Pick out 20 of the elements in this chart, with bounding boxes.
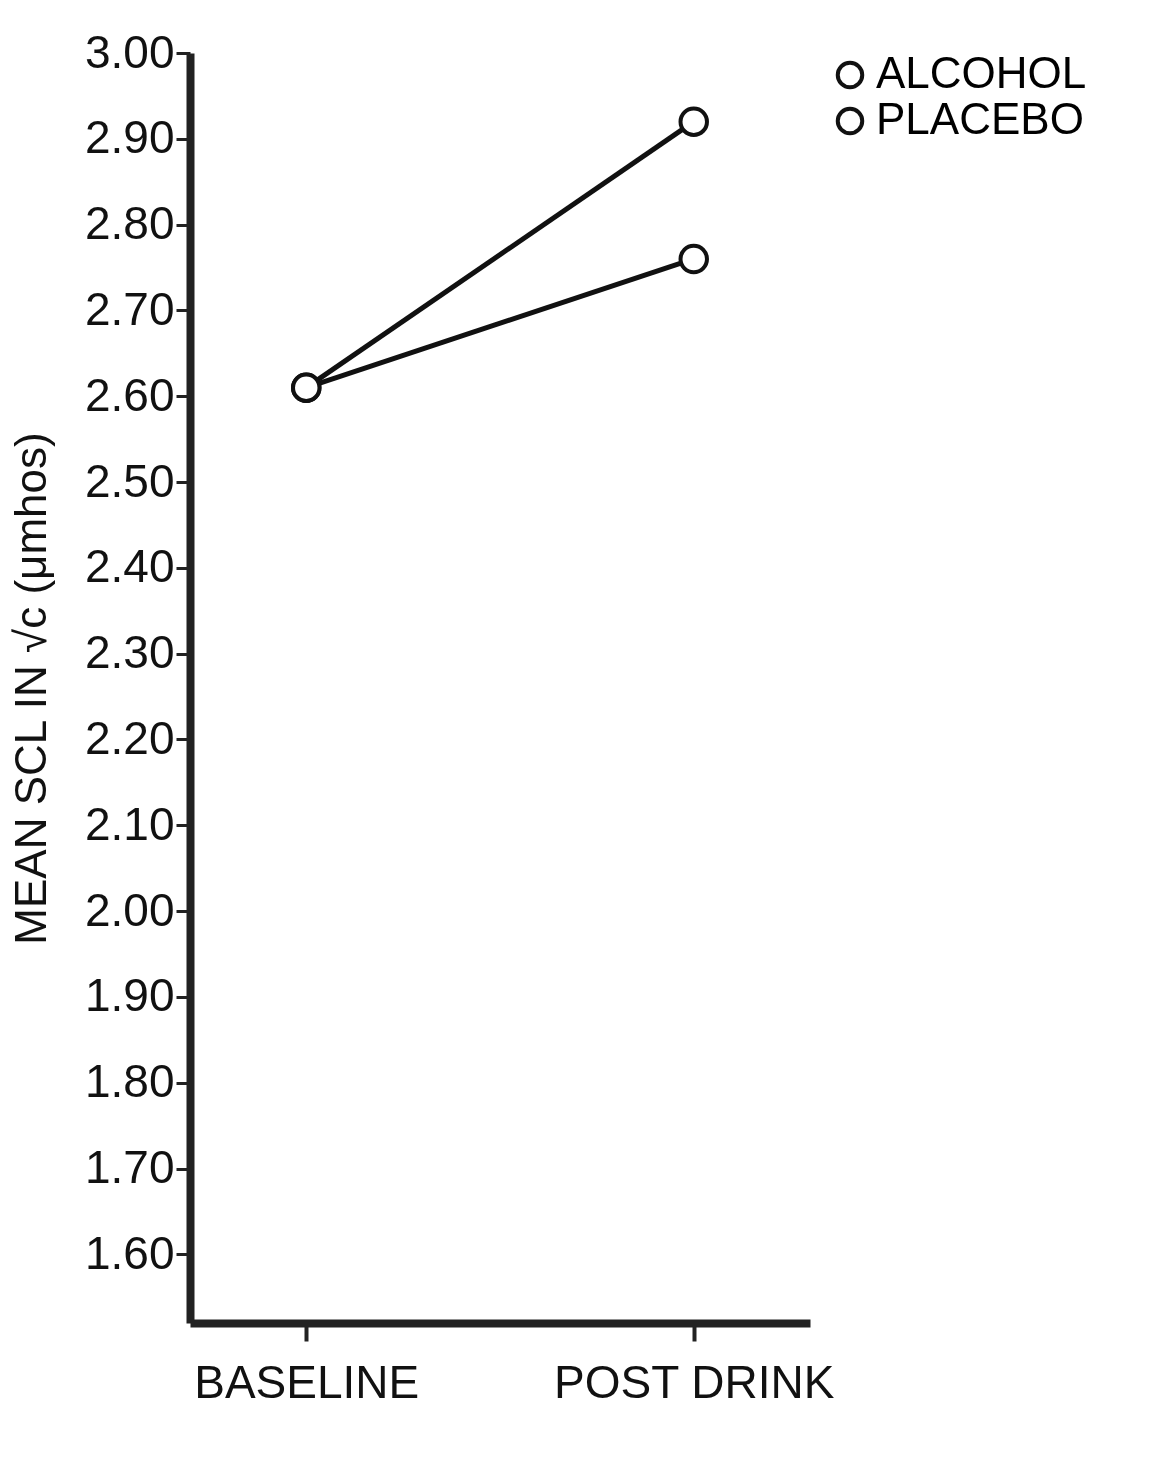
y-tick-label: 2.70	[84, 282, 175, 335]
x-tick-label: BASELINE	[194, 1355, 420, 1408]
y-tick-label: 2.60	[84, 368, 175, 421]
y-tick-label: 2.80	[84, 197, 175, 250]
y-tick-label: 3.00	[84, 25, 175, 78]
y-axis-title: MEAN SCL IN √c (μmhos)	[5, 432, 55, 945]
y-tick-label: 2.10	[84, 797, 175, 850]
y-tick-label: 2.00	[84, 883, 175, 936]
x-tick-label: POST DRINK	[554, 1355, 835, 1408]
y-tick-label: 2.40	[84, 540, 175, 593]
legend-label: ALCOHOL	[876, 48, 1087, 97]
y-tick-label: 2.50	[84, 454, 175, 507]
y-tick-label: 1.60	[84, 1226, 175, 1279]
y-tick-label: 2.90	[84, 111, 175, 164]
y-tick-label: 1.80	[84, 1055, 175, 1108]
legend-label: PLACEBO	[876, 94, 1084, 143]
y-tick-label: 1.70	[84, 1141, 175, 1194]
y-tick-label: 2.30	[84, 626, 175, 679]
y-tick-label: 2.20	[84, 711, 175, 764]
y-tick-label: 1.90	[84, 969, 175, 1022]
